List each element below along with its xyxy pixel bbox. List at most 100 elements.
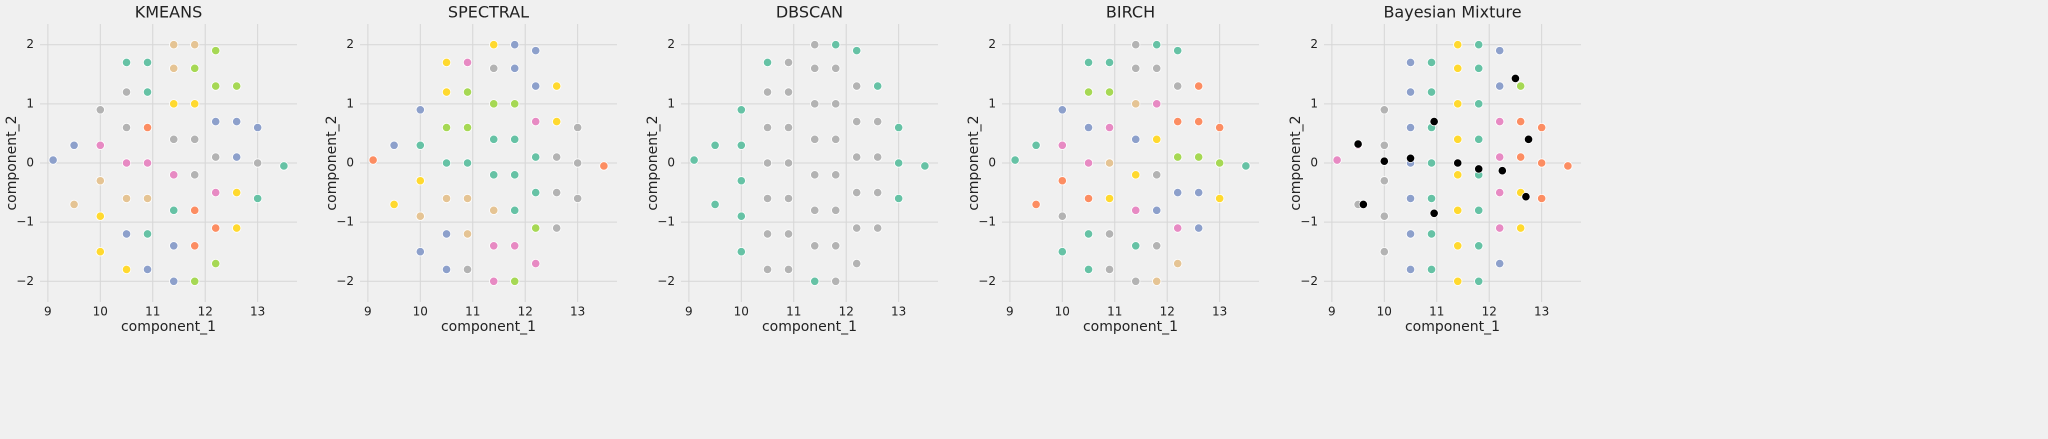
point: [1152, 40, 1162, 50]
y-tick-label: −2: [978, 274, 996, 288]
point: [1083, 87, 1094, 97]
point: [810, 63, 820, 73]
point: [510, 99, 520, 109]
point: [415, 247, 425, 257]
y-tick-label: 1: [667, 96, 675, 110]
point: [510, 40, 520, 50]
x-tick-label: 11: [1429, 305, 1444, 319]
point: [1537, 193, 1547, 204]
point: [920, 161, 930, 171]
point: [783, 264, 794, 275]
point: [1495, 152, 1505, 162]
point: [1474, 276, 1484, 286]
point: [1453, 205, 1463, 215]
point: [810, 134, 820, 144]
chart-title: BIRCH: [1106, 3, 1155, 22]
point: [1516, 223, 1526, 233]
point: [1474, 63, 1484, 73]
y-tick-label: −2: [336, 274, 354, 288]
point: [489, 134, 499, 144]
point: [1405, 264, 1416, 275]
point: [211, 223, 221, 233]
point: [211, 187, 221, 198]
point: [1131, 170, 1141, 180]
point: [552, 187, 562, 198]
x-tick-label: 13: [891, 305, 906, 319]
point: [852, 187, 862, 198]
y-tick-label: 0: [988, 156, 996, 170]
point: [389, 140, 399, 150]
point: [169, 170, 179, 180]
point: [95, 140, 105, 150]
y-tick-label: −2: [1300, 274, 1318, 288]
point: [1152, 134, 1162, 144]
point: [441, 57, 452, 68]
point: [1495, 81, 1505, 91]
point: [142, 122, 153, 133]
y-axis-label: component_2: [645, 115, 661, 210]
point: [1194, 116, 1204, 127]
x-tick-label: 11: [786, 305, 801, 319]
point: [190, 134, 200, 144]
point: [142, 158, 153, 168]
point: [552, 116, 562, 127]
point: [810, 40, 820, 50]
point: [1083, 158, 1094, 168]
point: [211, 152, 221, 162]
point: [232, 152, 242, 162]
point: [1495, 258, 1505, 269]
point: [710, 140, 720, 150]
point: [1131, 99, 1141, 109]
point: [831, 40, 841, 50]
point: [1104, 264, 1115, 275]
point: [831, 241, 841, 251]
point: [1083, 264, 1094, 275]
point: [831, 99, 841, 109]
point: [531, 46, 541, 56]
point: [489, 205, 499, 215]
point: [190, 40, 200, 50]
point: [121, 57, 132, 68]
point: [783, 158, 794, 168]
x-tick-label: 13: [570, 305, 585, 319]
x-tick-label: 9: [685, 305, 693, 319]
point: [1241, 161, 1251, 171]
x-axis-label: component_1: [1083, 319, 1178, 335]
point: [489, 99, 499, 109]
point: [1104, 158, 1115, 168]
point: [736, 247, 746, 257]
point: [873, 223, 883, 233]
x-tick-label: 13: [1534, 305, 1549, 319]
point: [1173, 46, 1183, 56]
point: [190, 170, 200, 180]
x-tick-label: 12: [198, 305, 213, 319]
point: [1104, 229, 1115, 239]
point: [762, 158, 773, 168]
point: [873, 187, 883, 198]
point: [762, 264, 773, 275]
chart-title: DBSCAN: [776, 3, 843, 22]
point: [190, 63, 200, 73]
point: [1194, 223, 1204, 233]
point: [1537, 158, 1547, 168]
point: [852, 81, 862, 91]
point: [1453, 40, 1463, 50]
point: [783, 229, 794, 239]
point: [810, 241, 820, 251]
point: [1563, 161, 1573, 171]
point: [1523, 134, 1534, 144]
point: [1152, 205, 1162, 215]
point: [762, 193, 773, 204]
chart-title: Bayesian Mixture: [1383, 3, 1521, 22]
point: [1010, 155, 1020, 165]
point: [1353, 139, 1363, 149]
point: [441, 158, 452, 168]
point: [736, 140, 746, 150]
point: [169, 134, 179, 144]
point: [810, 170, 820, 180]
point: [1215, 158, 1225, 168]
x-tick-label: 11: [145, 305, 160, 319]
x-tick-label: 12: [839, 305, 854, 319]
point: [1537, 122, 1547, 133]
